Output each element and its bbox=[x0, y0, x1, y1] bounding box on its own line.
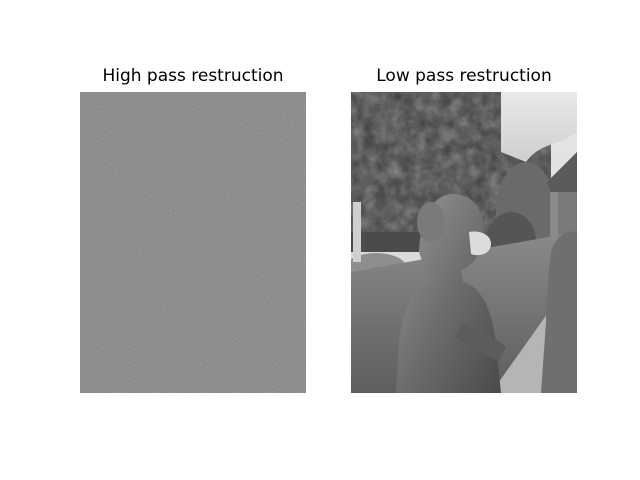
high-pass-title: High pass restruction bbox=[102, 66, 284, 86]
low-pass-title: Low pass restruction bbox=[376, 66, 552, 86]
low-pass-image bbox=[351, 92, 577, 393]
high-pass-image bbox=[80, 92, 306, 393]
